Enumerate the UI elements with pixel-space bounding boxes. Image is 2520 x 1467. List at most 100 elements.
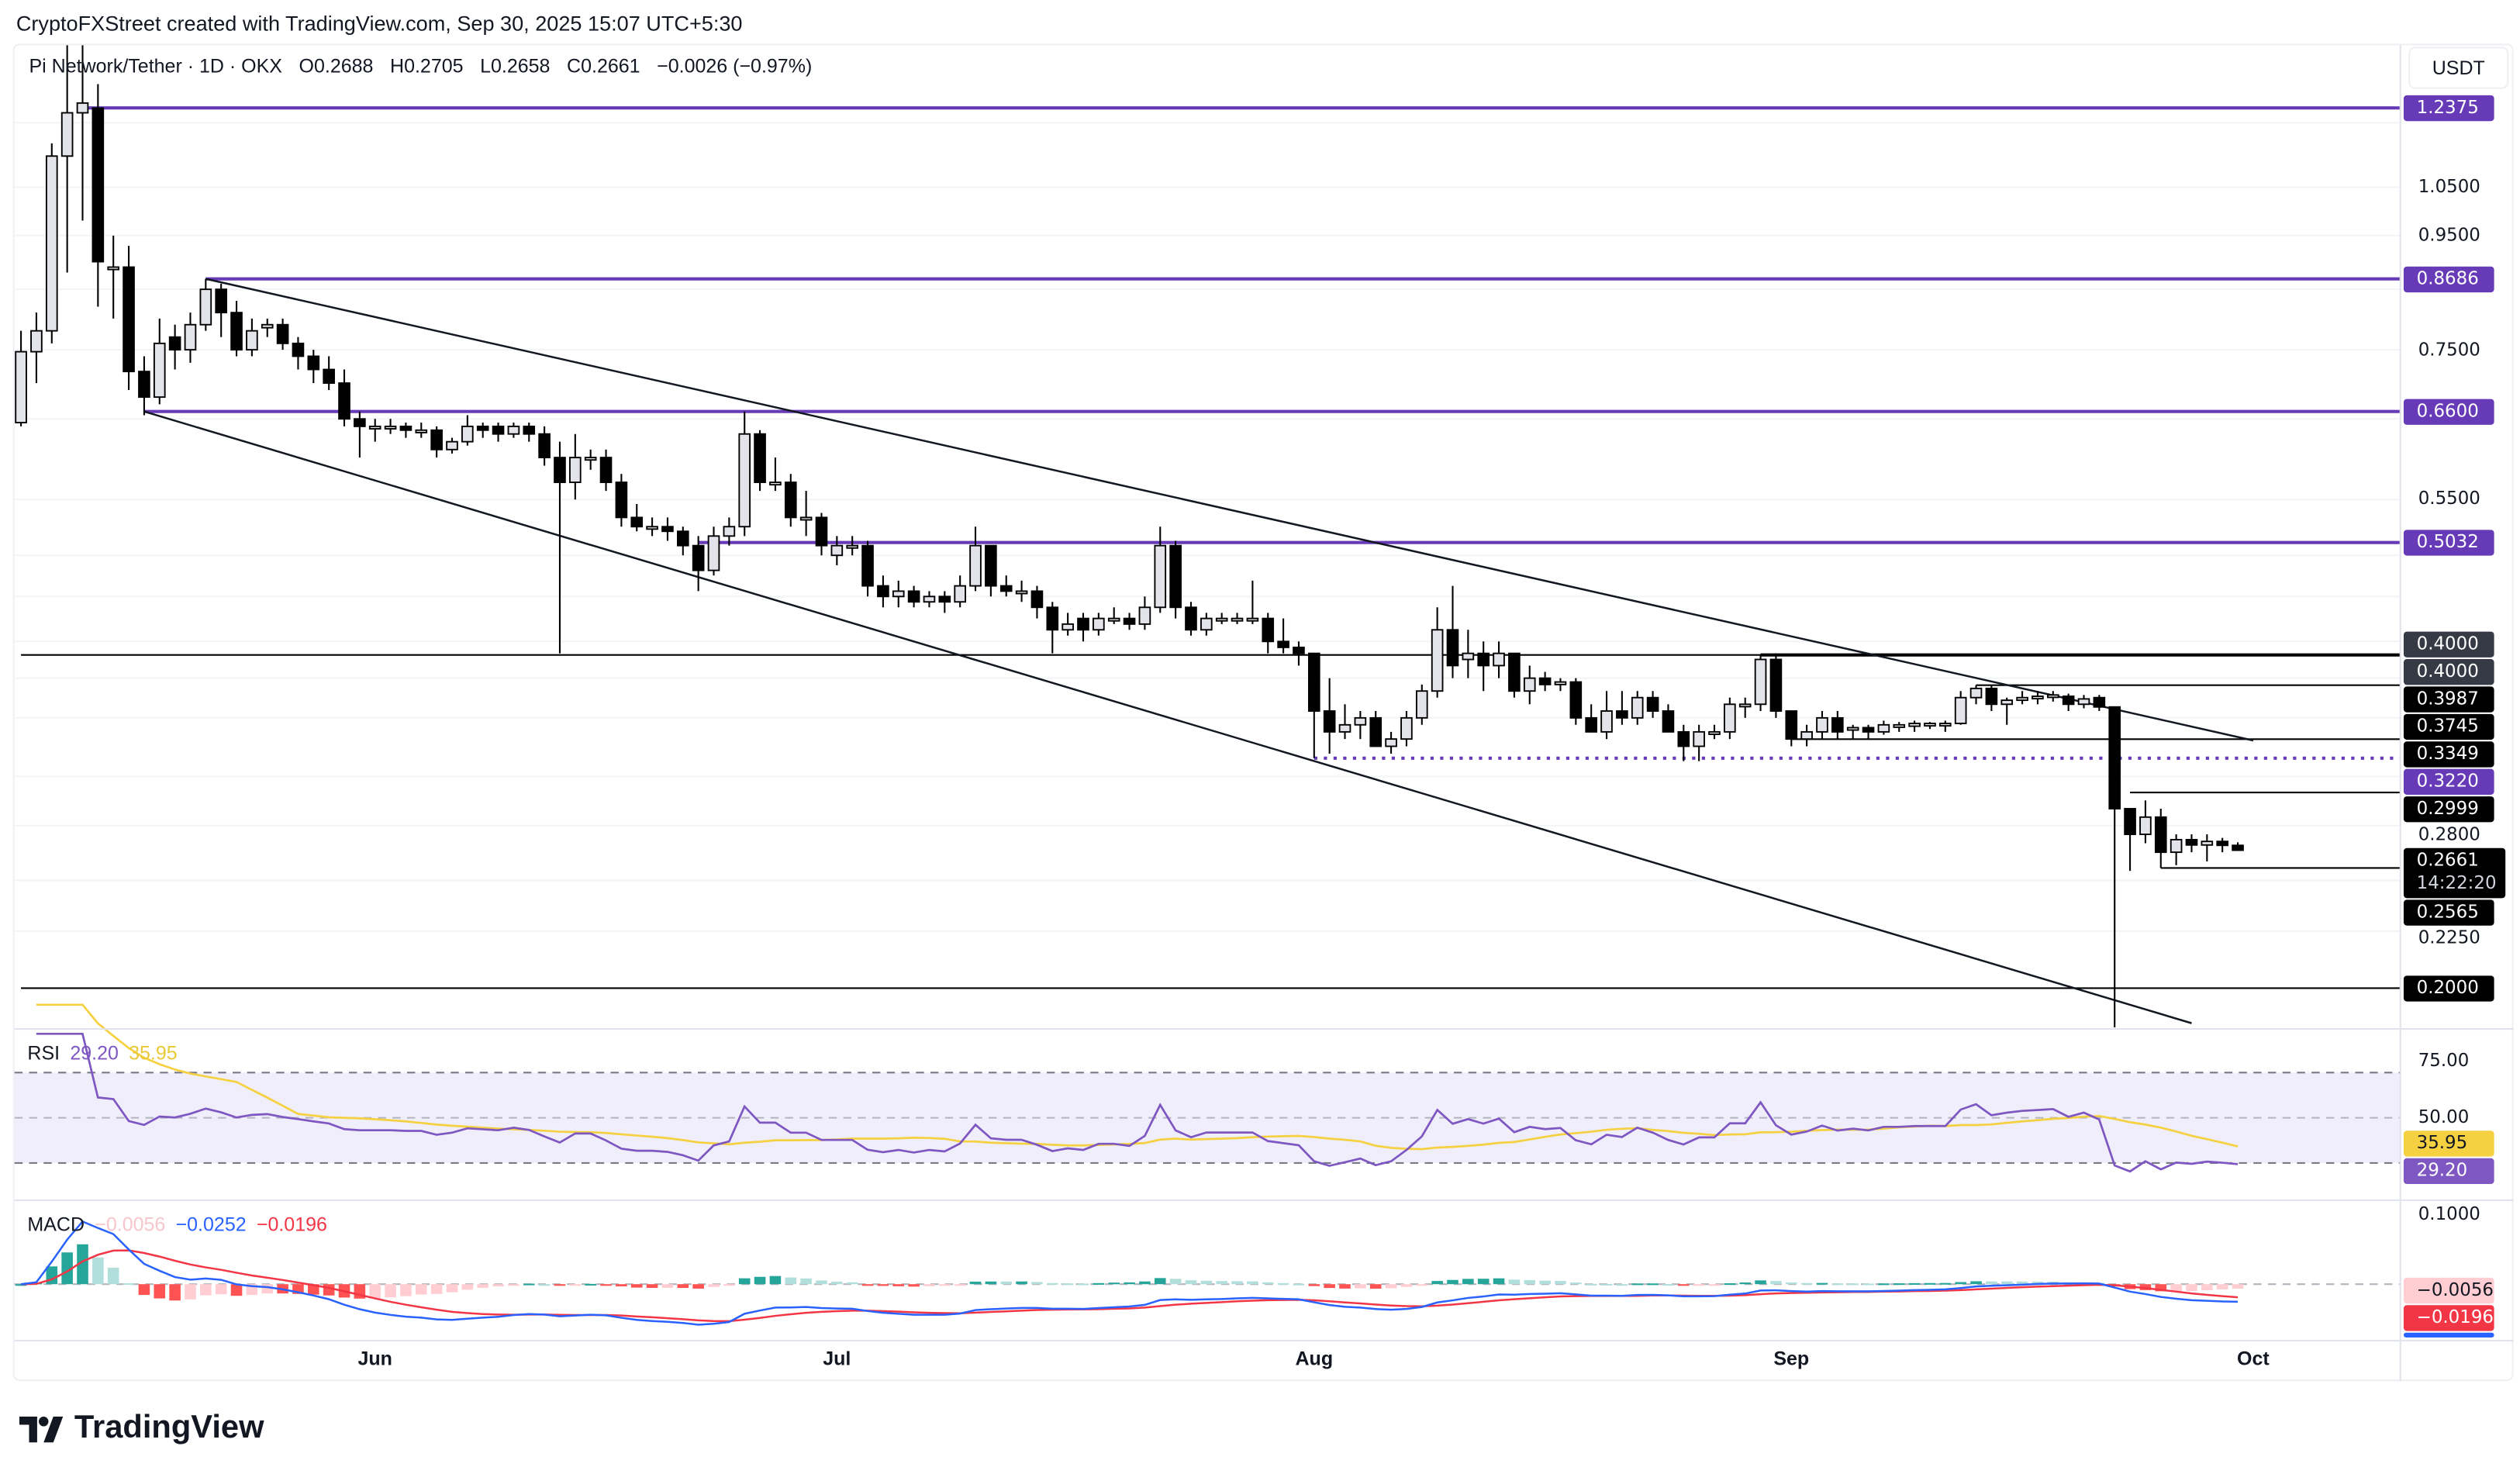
pane-dividers[interactable] [14,45,2514,1382]
macd-histogram-bar [1339,1284,1351,1289]
tradingview-logo-icon [19,1416,64,1442]
candle-body [2124,808,2136,836]
candle [1277,618,1289,654]
candle-body [846,544,859,549]
candle-body [430,429,443,450]
macd-histogram-bar [138,1284,150,1296]
candle [1508,652,1521,698]
macd-histogram-bar [1293,1283,1305,1286]
macd-histogram-bar [200,1284,212,1296]
horizontal-levels[interactable] [21,106,2401,989]
macd-histogram-bar [692,1284,704,1289]
candle-body [1231,617,1244,622]
candle [1985,685,1998,712]
macd-histogram-bar [92,1257,104,1285]
candle-body [1046,606,1059,631]
candle [107,235,120,319]
macd-histogram-bar [2016,1281,2028,1285]
macd-histogram-bar [1662,1284,1674,1286]
candle-body [1431,629,1444,692]
ohlc-high: H0.2705 [390,54,464,78]
candle-body [1093,617,1105,631]
candle [923,591,936,608]
macd-histogram-bar [369,1284,381,1299]
candle [1077,613,1089,642]
candle [230,300,243,357]
ohlc-close: C0.2661 [567,54,640,78]
macd-histogram-bar [677,1284,689,1289]
tradingview-logo[interactable]: TradingView [19,1410,264,1448]
channel-trendlines[interactable] [143,278,2254,1024]
candle-body [292,342,305,357]
price-level-badge: 0.4000 [2403,631,2494,658]
candle-body [1677,730,1690,747]
candle [2046,691,2059,702]
candle-body [91,107,105,263]
candle [2154,808,2167,868]
candle [784,474,797,527]
candle-body [1924,723,1936,727]
macd-histogram-bar [923,1284,935,1286]
symbol-name[interactable]: Pi Network/Tether · 1D · OKX [29,54,282,78]
candle-body [1138,606,1151,625]
candle-body [2062,696,2075,706]
candle-body [1738,703,1752,708]
candle [538,426,551,466]
channel-trendline[interactable] [205,278,2254,742]
candle [1662,704,1675,733]
candle [1939,720,1952,732]
candle [985,544,997,597]
candle-body [2170,838,2183,854]
currency-unit-button[interactable]: USDT [2408,47,2509,89]
candle [1062,613,1074,636]
candle [938,591,951,613]
candle [60,45,74,273]
candle [91,84,105,307]
candle-body [1446,629,1459,667]
macd-histogram-bar [708,1284,720,1287]
candle-body [1954,696,1967,724]
candle [1462,630,1475,678]
candle-body [1077,617,1089,631]
macd-histogram-bar [1631,1283,1644,1286]
macd-histogram-bar [2186,1284,2197,1291]
candle-body [2093,696,2106,708]
candle [76,45,89,221]
rsi-badge: 29.20 [2403,1158,2494,1185]
rsi-axis-label: 75.00 [2418,1050,2470,1072]
candle [507,423,520,438]
candle-body [738,433,751,528]
macd-title: MACD [27,1213,85,1236]
macd-histogram-bar [1508,1279,1521,1285]
candle [384,419,397,434]
candle-body [1769,658,1783,712]
macd-legend[interactable]: MACD −0.0056 −0.0252 −0.0196 [27,1213,327,1236]
candle-body [1323,710,1336,733]
candle-body [923,595,936,603]
candle [2016,691,2028,705]
candle-body [153,342,166,399]
chart-credit: CryptoFXStreet created with TradingView.… [16,11,743,36]
price-grid [14,122,2401,933]
rsi-legend[interactable]: RSI 29.20 35.95 [27,1042,177,1065]
macd-histogram-bar [1739,1282,1752,1285]
candle-body [1123,617,1136,625]
rsi-axis-label: 50.00 [2418,1106,2470,1128]
rsi-pane [14,1003,2401,1173]
macd-histogram-bar [1555,1281,1566,1285]
ohlc-low: L0.2658 [480,54,551,78]
price-level-badge: 0.8686 [2403,265,2494,292]
macd-histogram-bar [646,1284,658,1289]
candle-body [1493,652,1505,667]
candle-body [1846,727,1859,731]
time-axis-label: Oct [2237,1347,2270,1370]
macd-histogram-bar [1154,1278,1166,1285]
macd-histogram-bar [123,1282,135,1286]
candle-body [2108,706,2121,809]
macd-histogram-bar [1431,1281,1443,1285]
channel-trendline[interactable] [143,410,2192,1024]
candle [999,575,1013,597]
candle [323,356,335,391]
